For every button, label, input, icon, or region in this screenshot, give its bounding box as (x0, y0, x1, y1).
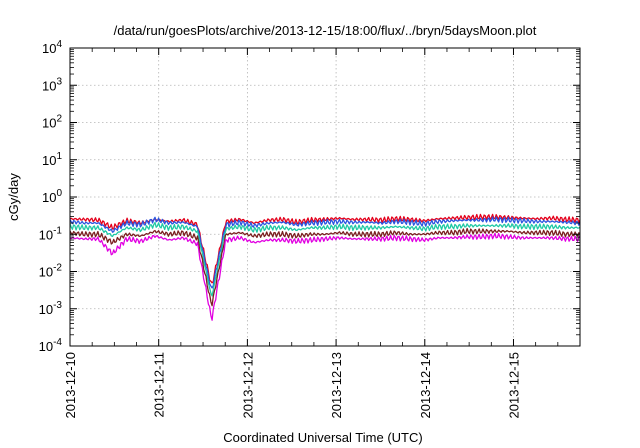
x-tick-label: 2013-12-13 (329, 352, 344, 419)
y-tick-label: 102 (42, 114, 62, 131)
x-tick-labels: 2013-12-10 2013-12-11 2013-12-12 2013-12-13… (63, 352, 521, 419)
y-tick-label: 10-2 (39, 263, 63, 280)
y-tick-label: 104 (42, 39, 62, 56)
x-tick-label: 2013-12-10 (63, 352, 78, 419)
series-line (69, 216, 581, 289)
x-tick-label: 2013-12-14 (418, 352, 433, 419)
y-tick-label: 103 (42, 76, 62, 93)
y-tick-label: 10-3 (39, 300, 63, 317)
x-tick-label: 2013-12-11 (152, 352, 167, 418)
series-line (69, 232, 581, 321)
y-tick-label: 10-1 (39, 225, 63, 242)
x-tick-label: 2013-12-15 (506, 352, 521, 419)
y-tick-labels: 10-4 10-3 10-2 10-1 100 101 102 103 104 (39, 39, 63, 354)
series-lines (69, 213, 581, 321)
y-tick-label: 100 (42, 188, 62, 205)
y-tick-label: 10-4 (39, 337, 63, 354)
y-tick-label: 101 (42, 151, 62, 168)
y-axis-label: cGy/day (6, 173, 21, 221)
ticks (69, 47, 580, 347)
series-line (69, 227, 581, 307)
series-line (69, 221, 581, 297)
grid (70, 48, 580, 346)
x-axis-label: Coordinated Universal Time (UTC) (223, 430, 422, 445)
chart-title: /data/run/goesPlots/archive/2013-12-15/1… (114, 23, 537, 38)
x-tick-label: 2013-12-12 (240, 352, 255, 419)
